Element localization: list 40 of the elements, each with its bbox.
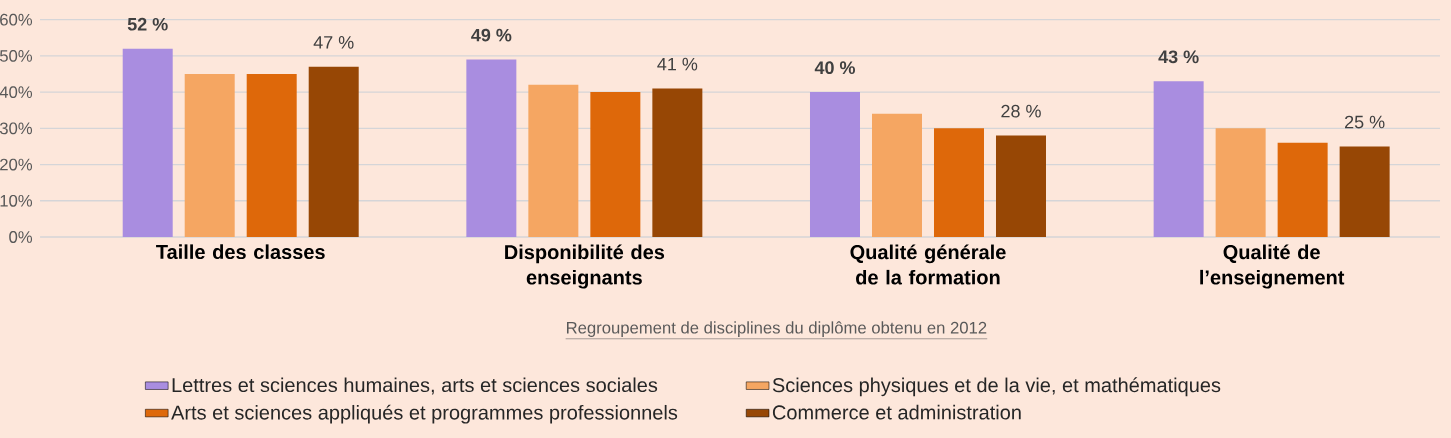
y-tick-label: 50% — [0, 50, 33, 62]
y-tick-label: 10% — [0, 194, 33, 207]
bar — [528, 84, 579, 237]
bar — [652, 88, 703, 237]
legend-label: Sciences physiques et de la vie, et mathématiques — [772, 377, 1221, 397]
data-label: 43 % — [1158, 50, 1199, 64]
y-tick-label: 30% — [0, 122, 33, 135]
data-label: 28 % — [1001, 104, 1041, 118]
bar — [934, 128, 984, 237]
data-label: 49 % — [471, 28, 512, 42]
data-label: 47 % — [313, 36, 354, 49]
legend-label: Lettres et sciences humaines, arts et sciences sociales — [172, 377, 658, 395]
data-label: 25 % — [1345, 115, 1385, 129]
bar — [308, 66, 359, 237]
bar — [466, 59, 517, 237]
data-label: 41 % — [657, 57, 698, 71]
bar — [1277, 142, 1328, 237]
y-tick-label: 60% — [0, 13, 33, 26]
y-tick-label: 0% — [9, 231, 33, 243]
bar — [995, 135, 1046, 237]
legend-label: Commerce et administration — [772, 404, 1021, 420]
data-label: 40 % — [814, 61, 856, 75]
y-tick-label: 20% — [0, 158, 33, 171]
data-label: 52 % — [127, 17, 168, 31]
legend-label: Arts et sciences appliqués et programmes professionnels — [171, 404, 678, 424]
bar — [184, 74, 235, 237]
bar — [1153, 81, 1204, 237]
bar — [246, 74, 297, 237]
x-tick-label: Disponibilité des enseignants — [505, 244, 665, 289]
x-axis-title: Regroupement de disciplines du diplôme obtenu en 2012 — [566, 321, 987, 337]
bar — [590, 92, 641, 237]
x-tick-label: Qualité de l’enseignement — [1200, 244, 1345, 289]
x-tick-label: Taille des classes — [156, 244, 325, 260]
bar — [1339, 146, 1390, 237]
bar — [872, 113, 922, 237]
bar — [1215, 128, 1266, 237]
bar — [122, 48, 173, 237]
bar — [810, 92, 860, 237]
y-tick-label: 40% — [0, 86, 33, 99]
x-tick-label: Qualité générale de la formation — [850, 244, 1006, 285]
